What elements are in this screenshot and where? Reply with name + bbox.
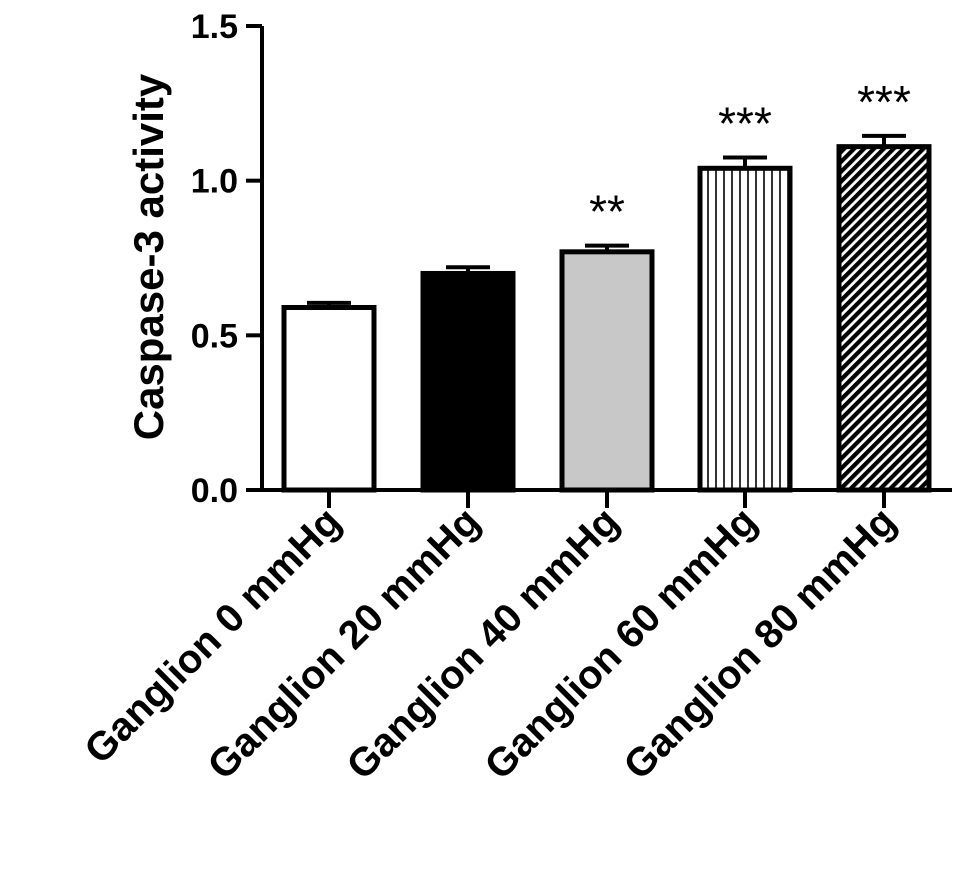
y-axis-label: Caspase-3 activity <box>125 73 172 440</box>
x-category-label: Ganglion 80 mmHg <box>616 499 905 788</box>
y-tick-label: 0.5 <box>191 317 238 355</box>
y-tick-label: 1.5 <box>191 8 238 46</box>
x-category-label: Ganglion 20 mmHg <box>200 499 489 788</box>
y-tick-label: 0.0 <box>191 472 238 510</box>
bar <box>420 270 516 493</box>
y-tick-label: 1.0 <box>191 163 238 201</box>
bar <box>559 249 655 493</box>
bar <box>697 165 793 493</box>
x-category-label: Ganglion 60 mmHg <box>477 499 766 788</box>
bar <box>281 304 377 493</box>
x-category-label: Ganglion 0 mmHg <box>76 499 349 772</box>
significance-marker: ** <box>589 186 625 238</box>
bars <box>281 133 932 493</box>
bar <box>836 144 932 493</box>
significance-marker: *** <box>718 97 772 149</box>
x-category-label: Ganglion 40 mmHg <box>339 499 628 788</box>
significance-marker: *** <box>857 76 911 128</box>
